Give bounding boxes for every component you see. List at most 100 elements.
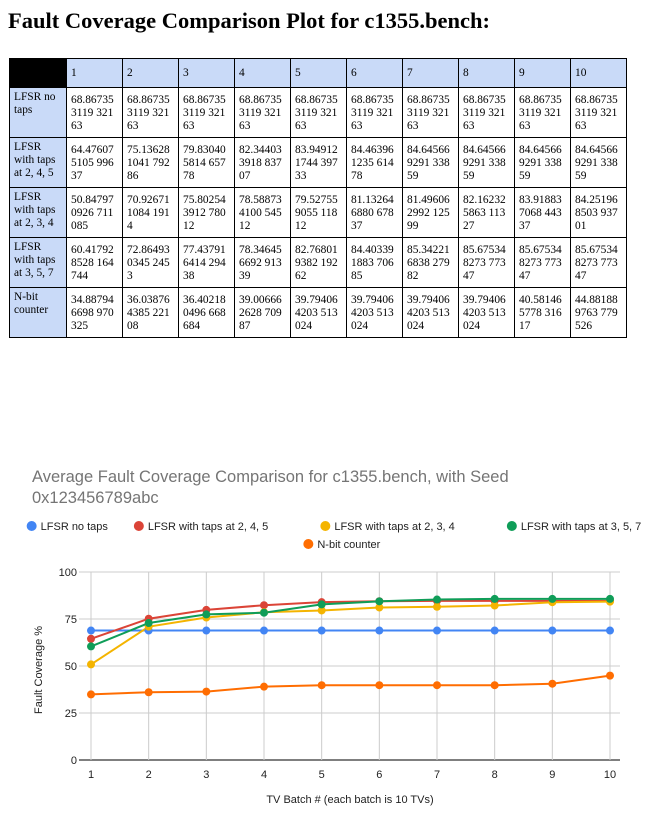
table-cell: 82.768019382 19262 (290, 237, 347, 288)
data-point (202, 626, 211, 635)
data-point (548, 594, 557, 603)
x-axis-ticks: 1 2 3 4 5 6 7 8 9 10 (88, 769, 616, 781)
table-cell: 84.251968503 93701 (570, 187, 627, 238)
table-cell: 36.402180496 668684 (178, 287, 235, 338)
table-cell: 68.867353119 32163 (122, 87, 179, 138)
table-cell: 83.949121744 39733 (290, 137, 347, 188)
legend-label: LFSR with taps at 2, 4, 5 (148, 521, 268, 533)
x-tick-label: 10 (604, 769, 616, 781)
data-point (490, 594, 499, 603)
legend-marker (320, 521, 331, 531)
table-column-header: 9 (514, 58, 571, 88)
data-point (375, 681, 384, 690)
series-line (90, 599, 610, 640)
data-point (490, 626, 499, 635)
table-row-header: LFSR with taps at 2, 3, 4 (9, 187, 67, 238)
table-column-header: 5 (290, 58, 347, 88)
table-body: LFSR no taps 68.867353119 32163 68.8673531… (9, 87, 627, 338)
table-cell: 78.346456692 91339 (234, 237, 291, 288)
table-cell: 79.830405814 65778 (178, 137, 235, 188)
table-cell: 84.645669291 33859 (514, 137, 571, 188)
data-point (548, 626, 557, 635)
table-row: LFSR with taps at 3, 5, 7 60.417928528 16… (9, 237, 627, 288)
table-row-header: LFSR with taps at 3, 5, 7 (9, 237, 67, 288)
series-line (90, 674, 611, 696)
data-point (317, 600, 326, 609)
table-column-header: 3 (178, 58, 235, 88)
data-point (317, 606, 326, 615)
data-point (87, 626, 95, 635)
data-point (260, 601, 268, 610)
table-cell: 85.675348273 77347 (514, 237, 571, 288)
table-cell: 64.476075105 99637 (66, 137, 123, 188)
table-row-header: LFSR no taps (9, 87, 67, 138)
table-cell: 81.132646880 67837 (346, 187, 403, 238)
table-cell: 85.675348273 77347 (458, 237, 515, 288)
table-cell: 81.496062992 12599 (402, 187, 459, 238)
table-cell: 68.867353119 32163 (570, 87, 627, 138)
table-cell: 36.038764385 22108 (122, 287, 179, 338)
x-axis-label: TV Batch # (each batch is 10 TVs) (266, 794, 433, 806)
table-cell: 44.881889763 779526 (570, 287, 627, 338)
legend-label: LFSR with taps at 2, 3, 4 (334, 521, 454, 533)
table-row: N-bit counter 34.887946698 970325 36.03876… (9, 287, 627, 338)
data-point (606, 671, 614, 680)
table-cell: 60.417928528 164744 (66, 237, 123, 288)
data-point (433, 595, 441, 604)
data-point (375, 626, 384, 635)
data-point (375, 597, 384, 606)
table-column-header: 8 (458, 58, 515, 88)
legend-label: LFSR with taps at 3, 5, 7 (521, 521, 641, 533)
table-cell: 82.344033918 83707 (234, 137, 291, 188)
y-tick-label: 0 (71, 755, 77, 767)
table-cell: 84.645669291 33859 (570, 137, 627, 188)
table-cell: 68.867353119 32163 (346, 87, 403, 138)
page-heading: Fault Coverage Comparison Plot for c1355… (8, 8, 491, 33)
series-line (90, 597, 610, 648)
table-row-header: N-bit counter (9, 287, 67, 338)
table-column-header: 4 (234, 58, 291, 88)
table-cell: 39.794064203 513024 (346, 287, 403, 338)
x-tick-label: 3 (203, 769, 209, 781)
data-point (202, 610, 211, 619)
table-column-header: 1 (66, 58, 123, 88)
legend-marker (133, 521, 144, 531)
data-point (202, 687, 211, 696)
chart-title-line-2: 0x123456789abc (32, 489, 159, 507)
legend-marker (303, 539, 314, 549)
table-cell: 82.162325863 11327 (458, 187, 515, 238)
table-corner-cell (9, 58, 67, 88)
chart-series (87, 594, 614, 699)
table-cell: 50.847970926 711085 (66, 187, 123, 238)
table-cell: 72.864930345 2453 (122, 237, 179, 288)
table-cell: 84.645669291 33859 (458, 137, 515, 188)
table-cell: 39.794064203 513024 (458, 287, 515, 338)
x-tick-label: 8 (492, 769, 498, 781)
table-cell: 68.867353119 32163 (290, 87, 347, 138)
table-cell: 40.581465778 31617 (514, 287, 571, 338)
table-cell: 84.463961235 61478 (346, 137, 403, 188)
data-point (490, 681, 499, 690)
table-cell: 34.887946698 970325 (66, 287, 123, 338)
x-tick-label: 6 (376, 769, 382, 781)
data-point (433, 626, 441, 635)
data-point (260, 626, 268, 635)
table-cell: 75.802543912 78012 (178, 187, 235, 238)
line-chart: Average Fault Coverage Comparison for c1… (26, 468, 641, 806)
data-point (317, 681, 326, 690)
legend-marker (506, 521, 517, 531)
data-point (490, 601, 499, 610)
data-point (433, 681, 441, 690)
table-cell: 68.867353119 32163 (402, 87, 459, 138)
table-column-header: 2 (122, 58, 179, 88)
table-cell: 68.867353119 32163 (178, 87, 235, 138)
legend-label: LFSR no taps (41, 521, 109, 533)
table-cell: 78.588734100 54512 (234, 187, 291, 238)
chart-title-line-1: Average Fault Coverage Comparison for c1… (32, 468, 509, 486)
x-tick-label: 1 (88, 769, 94, 781)
table-cell: 77.437916414 29438 (178, 237, 235, 288)
data-point (260, 682, 268, 691)
x-tick-label: 4 (261, 769, 267, 781)
table-cell: 39.794064203 513024 (402, 287, 459, 338)
table-cell: 68.867353119 32163 (234, 87, 291, 138)
